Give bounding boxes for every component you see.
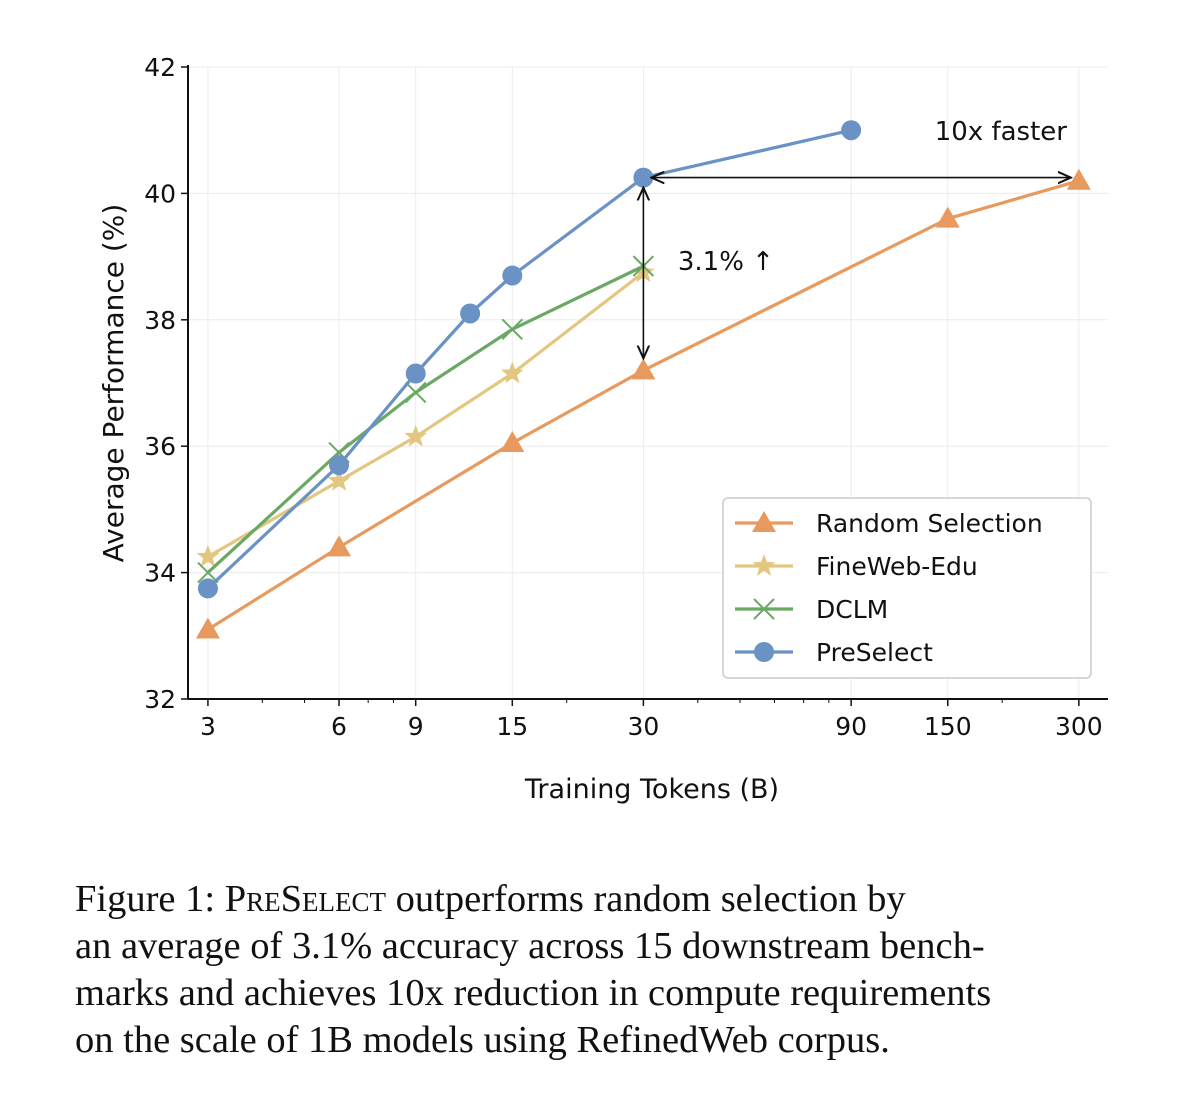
- x-axis-label: Training Tokens (B): [524, 774, 779, 805]
- legend-item-dclm: DCLM: [735, 595, 888, 624]
- legend-label: Random Selection: [816, 509, 1043, 538]
- x-tick-label: 15: [496, 712, 528, 741]
- data-point-preselect: [197, 578, 218, 599]
- data-point-preselect: [502, 265, 523, 286]
- data-point-fineweb-edu: [196, 544, 220, 567]
- y-tick-label: 32: [144, 685, 176, 714]
- legend-label: FineWeb-Edu: [816, 552, 978, 581]
- legend-marker: [752, 511, 776, 532]
- x-marker-stroke: [501, 318, 524, 340]
- data-point-random-selection: [327, 535, 352, 557]
- data-point-fineweb-edu: [500, 361, 524, 384]
- caption-line-1: Figure 1: PreSelect outperforms random s…: [75, 876, 1140, 923]
- caption-text: outperforms random selection by: [386, 878, 906, 920]
- data-point-dclm: [197, 561, 219, 584]
- caption-line-3: marks and achieves 10x reduction in comp…: [75, 972, 992, 1014]
- caption-line-2: an average of 3.1% accuracy across 15 do…: [75, 925, 985, 967]
- speedup-annotation: 10x faster: [935, 117, 1068, 147]
- improvement-annotation: 3.1% ↑: [678, 247, 774, 277]
- y-tick-label: 42: [144, 53, 176, 82]
- x-tick-label: 30: [627, 712, 659, 741]
- caption-line-4: on the scale of 1B models using RefinedW…: [75, 1019, 890, 1061]
- figure-caption: Figure 1: PreSelect outperforms random s…: [75, 876, 1140, 1064]
- legend-item-preselect: PreSelect: [735, 638, 933, 667]
- x-marker-stroke: [753, 598, 775, 620]
- x-marker-stroke: [404, 381, 427, 404]
- series-line-random-selection: [207, 179, 1080, 631]
- y-tick-label: 36: [144, 432, 176, 461]
- data-point-dclm: [404, 381, 427, 404]
- data-point-preselect: [841, 120, 862, 141]
- legend-item-fineweb-edu: FineWeb-Edu: [735, 552, 978, 581]
- x-tick-label: 3: [200, 712, 216, 741]
- x-tick-label: 9: [408, 712, 424, 741]
- legend-marker: [752, 554, 776, 576]
- series-random-selection: [195, 168, 1091, 639]
- data-point-random-selection: [500, 431, 525, 453]
- caption-method-name: PreSelect: [224, 878, 387, 920]
- annotations: 10x faster 3.1% ↑: [643, 117, 1070, 358]
- data-point-fineweb-edu: [404, 424, 428, 447]
- data-point-preselect: [633, 167, 654, 188]
- legend: Random Selection FineWeb-Edu DCLM PreSelect: [722, 497, 1092, 679]
- x-tick-label: 300: [1055, 712, 1103, 741]
- legend-box: [722, 497, 1092, 679]
- legend-item-random-selection: Random Selection: [735, 509, 1043, 538]
- legend-label: PreSelect: [816, 638, 933, 667]
- x-tick-label: 150: [924, 712, 972, 741]
- data-point-preselect: [460, 303, 481, 324]
- legend-label: DCLM: [816, 595, 888, 624]
- data-point-preselect: [329, 455, 350, 476]
- data-point-random-selection: [195, 617, 220, 639]
- data-point-random-selection: [1066, 168, 1091, 190]
- legend-marker: [753, 598, 775, 620]
- series-preselect: [197, 120, 862, 599]
- y-tick-label: 40: [144, 179, 176, 208]
- legend-marker: [754, 642, 774, 662]
- caption-label: Figure 1:: [75, 878, 225, 920]
- x-marker-stroke: [197, 561, 219, 584]
- data-point-dclm: [501, 318, 524, 340]
- data-point-random-selection: [935, 206, 960, 228]
- x-tick-label: 6: [331, 712, 347, 741]
- y-axis-label: Average Performance (%): [97, 204, 130, 563]
- y-tick-label: 38: [144, 306, 176, 335]
- data-point-random-selection: [631, 358, 656, 380]
- x-tick-label: 90: [835, 712, 867, 741]
- data-point-fineweb-edu: [327, 469, 351, 491]
- data-point-preselect: [405, 363, 426, 384]
- y-tick-label: 34: [144, 559, 176, 588]
